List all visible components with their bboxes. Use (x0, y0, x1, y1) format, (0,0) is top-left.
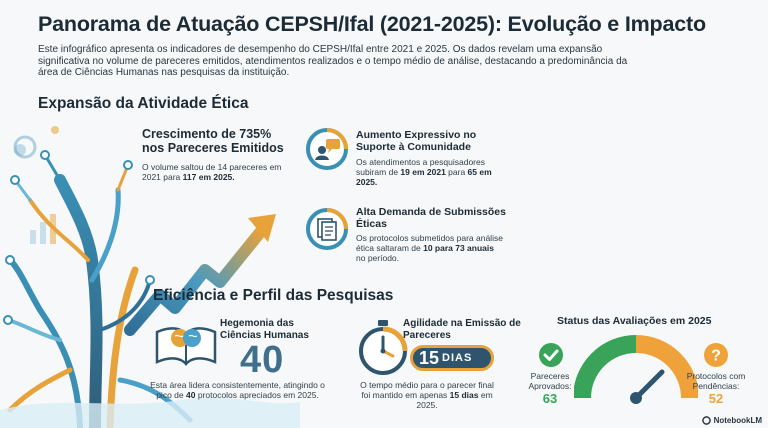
book-brain-icon (155, 327, 217, 366)
status-gauge (574, 335, 698, 404)
tree-growth-illustration (0, 126, 300, 428)
status-heading: Status das Avaliações em 2025 (557, 315, 712, 327)
agility-heading: Agilidade na Emissão de Pareceres (403, 318, 521, 341)
approved-label: Pareceres Aprovados: (528, 371, 572, 391)
stopwatch-icon (359, 320, 408, 375)
humanities-heading: Hegemonia das Ciências Humanas (220, 318, 309, 341)
page-title: Panorama de Atuação CEPSH/Ifal (2021-202… (38, 12, 706, 36)
approved-value: 63 (542, 391, 558, 406)
growth-heading: Crescimento de 735% nos Pareceres Emitid… (142, 127, 284, 155)
section-heading-efficiency: Eficiência e Perfil das Pesquisas (153, 287, 394, 304)
humanities-text: Esta área lidera consistentemente, ating… (150, 380, 325, 400)
intro-text: Este infográfico apresenta os indicadore… (38, 44, 628, 78)
pending-label: Protocolos com Pendências: (686, 371, 746, 391)
pending-value: 52 (708, 391, 724, 406)
growth-text: O volume saltou de 14 pareceres em 2021 … (142, 162, 282, 182)
notebooklm-logo-icon (701, 416, 711, 425)
svg-text:?: ? (711, 348, 721, 365)
chat-support-icon (306, 128, 348, 170)
question-icon: ? (704, 343, 728, 367)
support-heading: Aumento Expressivo no Suporte à Comunida… (356, 129, 477, 153)
documents-icon (306, 208, 348, 250)
notebooklm-brand: NotebookLM (701, 416, 762, 425)
section-heading-expansion: Expansão da Atividade Ética (38, 95, 249, 112)
check-icon (539, 343, 563, 367)
humanities-big-number: 40 (240, 339, 285, 381)
demand-text: Os protocolos submetidos para análise ét… (356, 233, 503, 263)
demand-heading: Alta Demanda de Submissões Éticas (356, 206, 506, 230)
support-text: Os atendimentos a pesquisadores subiram … (356, 157, 492, 187)
brand-label: NotebookLM (713, 416, 762, 425)
agility-days-badge: 15 DIAS (410, 345, 494, 371)
agility-text: O tempo médio para o parecer final foi m… (360, 380, 494, 410)
